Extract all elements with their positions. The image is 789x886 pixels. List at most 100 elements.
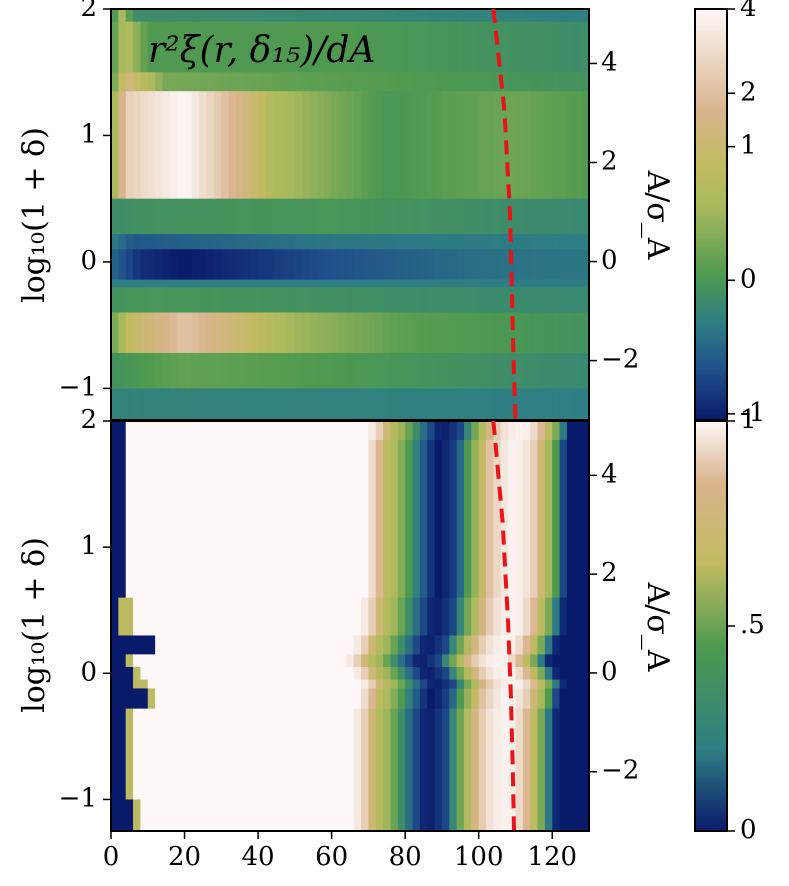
top-cell-7-16 — [169, 279, 178, 288]
top-cell-2-66 — [353, 72, 362, 92]
bottom-cell-2-12 — [155, 597, 164, 637]
bottom-cell-0-106 — [500, 421, 509, 441]
top-cell-3-68 — [361, 91, 369, 200]
bottom-cell-1-40 — [258, 439, 267, 599]
xtick-label: 0 — [103, 842, 120, 872]
top-cell-11-44 — [272, 388, 281, 421]
bottom-cell-10-116 — [537, 799, 546, 832]
bottom-cell-10-118 — [544, 799, 553, 832]
top-cell-2-68 — [361, 72, 369, 92]
top-cell-9-88 — [434, 312, 443, 354]
top-cell-7-52 — [302, 279, 311, 288]
top-cell-3-56 — [316, 91, 325, 200]
bottom-cell-5-90 — [441, 667, 450, 681]
bottom-cell-2-110 — [515, 597, 524, 637]
top-cell-3-70 — [368, 91, 377, 200]
top-cell-11-42 — [265, 388, 274, 421]
bottom-cell-9-30 — [221, 749, 230, 801]
bottom-cell-7-52 — [302, 688, 311, 710]
bottom-cell-10-42 — [265, 799, 274, 832]
bottom-cell-8-96 — [463, 708, 472, 750]
bottom-cell-9-42 — [265, 749, 274, 801]
bottom-cell-4-22 — [191, 654, 200, 668]
top-cell-4-8 — [140, 198, 149, 235]
bottom-cell-4-70 — [368, 654, 377, 668]
top-cell-2-82 — [412, 72, 421, 92]
bottom-cell-3-8 — [140, 635, 149, 655]
bottom-cell-8-82 — [412, 708, 421, 750]
bottom-cell-1-20 — [184, 439, 193, 599]
top-cell-2-42 — [265, 72, 274, 92]
top-cell-11-100 — [478, 388, 487, 421]
colorbar-tick-label: 1 — [740, 405, 757, 435]
top-cell-7-50 — [294, 279, 303, 288]
top-cell-0-14 — [162, 9, 171, 23]
colorbar-tick-label: 0 — [740, 264, 757, 294]
bottom-cell-7-124 — [566, 688, 575, 710]
bottom-cell-6-128 — [581, 679, 590, 690]
bottom-cell-2-58 — [324, 597, 333, 637]
bottom-cell-0-108 — [508, 421, 517, 441]
top-cell-0-76 — [390, 9, 399, 23]
top-cell-10-102 — [486, 352, 494, 389]
top-cell-0-126 — [574, 9, 583, 23]
bottom-cell-8-40 — [258, 708, 267, 750]
bottom-cell-2-36 — [243, 597, 252, 637]
top-cell-2-0 — [111, 72, 119, 92]
bottom-cell-4-14 — [162, 654, 171, 668]
top-cell-1-76 — [390, 21, 399, 73]
top-cell-2-6 — [133, 72, 142, 92]
top-cell-1-100 — [478, 21, 487, 73]
top-cell-8-64 — [346, 287, 355, 314]
bottom-cell-8-18 — [177, 708, 186, 750]
bottom-cell-1-96 — [463, 439, 472, 599]
bottom-cell-6-50 — [294, 679, 303, 690]
top-cell-0-52 — [302, 9, 311, 23]
bottom-cell-5-108 — [508, 667, 517, 681]
bottom-cell-3-124 — [566, 635, 575, 655]
bottom-cell-9-80 — [405, 749, 414, 801]
bottom-cell-8-58 — [324, 708, 333, 750]
top-cell-3-18 — [177, 91, 186, 200]
top-cell-9-0 — [111, 312, 119, 354]
bottom-cell-2-66 — [353, 597, 362, 637]
bottom-cell-0-26 — [206, 421, 215, 441]
bottom-cell-4-40 — [258, 654, 267, 668]
top-cell-5-126 — [574, 234, 583, 250]
bottom-cell-6-118 — [544, 679, 553, 690]
bottom-cell-3-64 — [346, 635, 355, 655]
bottom-cell-10-108 — [508, 799, 517, 832]
top-cell-10-30 — [221, 352, 230, 389]
top-cell-11-48 — [287, 388, 296, 421]
top-cell-8-18 — [177, 287, 186, 314]
top-cell-11-82 — [412, 388, 421, 421]
top-cell-6-76 — [390, 249, 399, 281]
top-cell-3-66 — [353, 91, 362, 200]
top-cell-3-32 — [228, 91, 237, 200]
bottom-cell-1-78 — [397, 439, 406, 599]
top-cell-3-122 — [559, 91, 568, 200]
top-cell-11-4 — [125, 388, 134, 421]
top-cell-3-24 — [199, 91, 208, 200]
bottom-cell-0-60 — [331, 421, 340, 441]
top-cell-4-100 — [478, 198, 487, 235]
bottom-cell-1-36 — [243, 439, 252, 599]
bottom-cell-9-66 — [353, 749, 362, 801]
bottom-cell-10-90 — [441, 799, 450, 832]
top-cell-1-18 — [177, 21, 186, 73]
bottom-cell-10-80 — [405, 799, 414, 832]
top-cell-7-96 — [463, 279, 472, 288]
bottom-cell-9-72 — [375, 749, 384, 801]
top-cell-0-64 — [346, 9, 355, 23]
bottom-cell-10-18 — [177, 799, 186, 832]
top-cell-5-6 — [133, 234, 142, 250]
top-cell-0-20 — [184, 9, 193, 23]
bottom-cell-2-108 — [508, 597, 517, 637]
top-cell-11-88 — [434, 388, 443, 421]
bottom-cell-10-122 — [559, 799, 568, 832]
top-cell-11-128 — [581, 388, 590, 421]
top-cell-10-64 — [346, 352, 355, 389]
bottom-cell-9-16 — [169, 749, 178, 801]
top-cell-6-86 — [427, 249, 436, 281]
bottom-cell-7-84 — [419, 688, 428, 710]
